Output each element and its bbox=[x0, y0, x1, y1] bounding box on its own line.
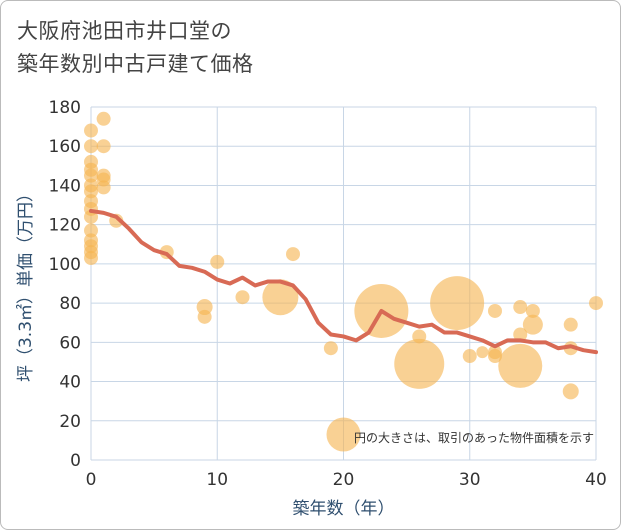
data-bubble bbox=[513, 300, 528, 315]
data-bubble bbox=[96, 111, 111, 126]
data-bubble bbox=[488, 303, 502, 318]
chart-title-line2: 築年数別中古戸建て価格 bbox=[17, 52, 254, 76]
x-axis-label: 築年数（年） bbox=[293, 499, 395, 519]
data-bubble bbox=[522, 314, 543, 335]
x-tick-label: 0 bbox=[86, 470, 97, 490]
data-bubble bbox=[562, 383, 579, 400]
y-tick-label: 100 bbox=[49, 255, 81, 275]
y-tick-label: 80 bbox=[59, 294, 81, 314]
data-bubble bbox=[525, 303, 540, 318]
data-bubble bbox=[197, 309, 212, 324]
data-bubble bbox=[323, 341, 338, 356]
chart-title: 大阪府池田市井口堂の 築年数別中古戸建て価格 bbox=[17, 15, 254, 81]
trend-line bbox=[89, 208, 598, 355]
x-tick-label: 30 bbox=[459, 470, 481, 490]
data-bubble bbox=[589, 296, 603, 311]
y-tick-label: 0 bbox=[70, 451, 81, 471]
x-tick-label: 40 bbox=[585, 470, 607, 490]
data-bubble bbox=[326, 417, 361, 452]
chart-title-line1: 大阪府池田市井口堂の bbox=[17, 19, 232, 43]
data-bubble bbox=[235, 290, 250, 305]
data-bubble bbox=[476, 346, 489, 359]
y-tick-label: 140 bbox=[49, 176, 81, 196]
y-tick-label: 180 bbox=[49, 98, 81, 118]
y-axis-label: 坪（3.3㎡）単価（万円） bbox=[16, 185, 36, 382]
size-note: 円の大きさは、取引のあった物件面積を示す bbox=[354, 430, 594, 445]
data-bubble bbox=[430, 276, 485, 331]
axis-ticks: 0 20 40 60 80 100 120 140 160 180 0 10 20 30 40 bbox=[49, 98, 607, 490]
data-bubble bbox=[84, 223, 98, 238]
y-tick-label: 120 bbox=[49, 216, 81, 236]
data-bubble bbox=[394, 338, 445, 389]
data-bubble bbox=[84, 123, 98, 138]
data-bubble bbox=[96, 139, 111, 154]
data-bubble bbox=[286, 247, 300, 262]
data-bubble bbox=[498, 343, 543, 388]
x-tick-label: 10 bbox=[206, 470, 228, 490]
y-tick-label: 160 bbox=[49, 137, 81, 157]
data-bubble bbox=[462, 349, 477, 364]
data-bubble bbox=[210, 254, 225, 269]
data-bubble bbox=[563, 317, 578, 332]
y-tick-label: 40 bbox=[59, 373, 81, 393]
y-tick-label: 60 bbox=[59, 333, 81, 353]
data-bubble bbox=[488, 349, 502, 364]
data-bubble bbox=[84, 168, 98, 183]
data-bubble bbox=[96, 180, 111, 195]
y-tick-label: 20 bbox=[59, 412, 81, 432]
data-bubble bbox=[84, 251, 98, 266]
grid-lines bbox=[90, 106, 597, 461]
data-bubble bbox=[84, 139, 98, 154]
bubble-series bbox=[84, 111, 603, 452]
data-bubble bbox=[262, 279, 299, 316]
data-bubble bbox=[513, 327, 528, 342]
data-bubble bbox=[84, 184, 98, 199]
x-tick-label: 20 bbox=[333, 470, 355, 490]
data-bubble bbox=[196, 299, 213, 316]
